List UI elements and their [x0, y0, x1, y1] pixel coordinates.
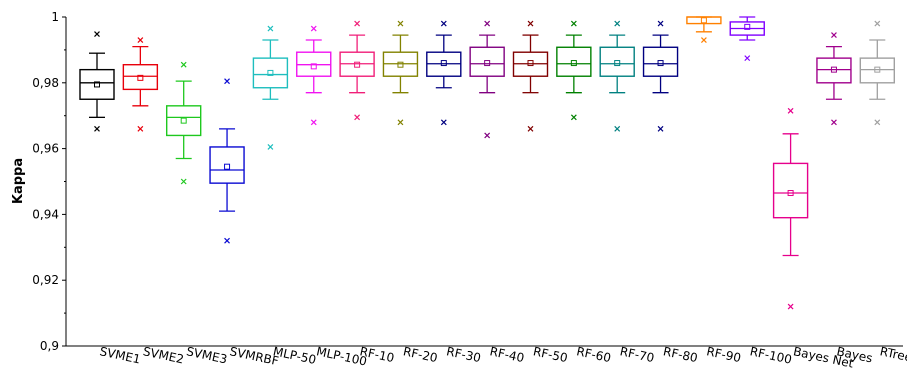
- box-iqr: [556, 46, 592, 77]
- box-rf-50: [512, 20, 549, 132]
- outlier-low-marker: [484, 132, 491, 139]
- outlier-low-marker: [614, 125, 621, 132]
- outlier-low-marker: [180, 178, 187, 185]
- outlier-low-marker: [700, 37, 707, 43]
- outlier-low-marker: [657, 125, 664, 132]
- outlier-high-marker: [657, 20, 664, 27]
- box-rf-10: [339, 20, 375, 121]
- box-mlp-100: [296, 25, 332, 126]
- box-svme3: [165, 61, 202, 185]
- outlier-high-marker: [354, 20, 361, 27]
- y-tick-label: 0,98: [32, 76, 59, 90]
- outlier-low-marker: [570, 114, 577, 121]
- outlier-low-marker: [874, 119, 881, 126]
- outlier-high-marker: [527, 20, 534, 27]
- outlier-low-marker: [787, 303, 794, 310]
- box-mean-marker: [484, 60, 491, 67]
- box-mean-marker: [787, 190, 794, 197]
- outlier-high-marker: [484, 20, 491, 27]
- box-iqr: [252, 57, 289, 89]
- outlier-high-marker: [180, 61, 187, 68]
- box-iqr: [469, 46, 505, 77]
- outlier-low-marker: [137, 125, 144, 132]
- box-mean-marker: [874, 66, 881, 73]
- y-tick-label: 0,9: [40, 339, 59, 353]
- box-mean-marker: [830, 66, 837, 73]
- box-mean-marker: [310, 63, 317, 70]
- box-rf-20: [382, 20, 419, 126]
- box-rf-100: [729, 16, 765, 62]
- outlier-high-marker: [440, 20, 447, 27]
- box-svmrbf: [209, 78, 245, 244]
- outlier-high-marker: [224, 78, 230, 85]
- outlier-high-marker: [137, 37, 144, 43]
- box-mean-marker: [700, 17, 707, 24]
- outlier-low-marker: [744, 55, 751, 62]
- box-mean-marker: [440, 60, 447, 67]
- box-iqr: [816, 57, 852, 84]
- box-rf-90: [686, 16, 722, 43]
- box-iqr: [165, 105, 202, 137]
- outlier-high-marker: [397, 20, 404, 27]
- outlier-high-marker: [94, 31, 100, 38]
- box-bayes: [816, 32, 852, 126]
- y-tick-label: 0,92: [32, 273, 59, 287]
- outlier-low-marker: [831, 119, 837, 126]
- outlier-low-marker: [527, 125, 534, 132]
- box-rf-70: [599, 20, 635, 132]
- outlier-high-marker: [787, 107, 794, 114]
- box-mean-marker: [397, 61, 404, 68]
- y-tick-label: 1: [51, 10, 59, 24]
- outlier-low-marker: [94, 125, 100, 132]
- box-rf-40: [469, 20, 505, 139]
- outlier-low-marker: [354, 114, 361, 121]
- box-iqr: [122, 64, 159, 91]
- box-mlp-50: [252, 25, 289, 150]
- box-bayes-net: [772, 107, 809, 310]
- box-iqr: [209, 146, 245, 184]
- box-mean-marker: [137, 74, 144, 81]
- outlier-low-marker: [310, 119, 317, 126]
- box-rf-80: [642, 20, 679, 132]
- outlier-high-marker: [310, 25, 317, 32]
- outlier-low-marker: [224, 237, 230, 244]
- outlier-high-marker: [831, 32, 837, 39]
- box-mean-marker: [657, 60, 664, 67]
- box-iqr: [599, 46, 635, 77]
- box-iqr: [642, 46, 679, 77]
- box-svme1: [79, 31, 115, 132]
- outlier-high-marker: [874, 20, 881, 27]
- y-tick-label: 0,94: [32, 207, 59, 221]
- box-rf-30: [426, 20, 462, 126]
- box-mean-marker: [267, 69, 274, 76]
- outlier-high-marker: [267, 25, 274, 32]
- box-mean-marker: [527, 60, 534, 67]
- box-rf-60: [556, 20, 592, 121]
- box-mean-marker: [614, 60, 621, 67]
- outlier-high-marker: [570, 20, 577, 27]
- outlier-low-marker: [440, 119, 447, 126]
- outlier-low-marker: [397, 119, 404, 126]
- box-iqr: [772, 162, 809, 219]
- box-rtree: [859, 20, 895, 126]
- outlier-low-marker: [267, 144, 274, 150]
- box-iqr: [79, 68, 115, 100]
- outlier-high-marker: [614, 20, 621, 27]
- box-svme2: [122, 37, 159, 132]
- box-mean-marker: [354, 61, 361, 68]
- y-tick-label: 0,96: [32, 142, 59, 156]
- box-mean-marker: [94, 81, 100, 88]
- box-mean-marker: [180, 117, 187, 124]
- box-mean-marker: [744, 23, 751, 30]
- box-mean-marker: [224, 163, 231, 170]
- box-iqr: [859, 57, 895, 84]
- box-mean-marker: [570, 60, 577, 67]
- y-axis-label: Kappa: [11, 158, 26, 204]
